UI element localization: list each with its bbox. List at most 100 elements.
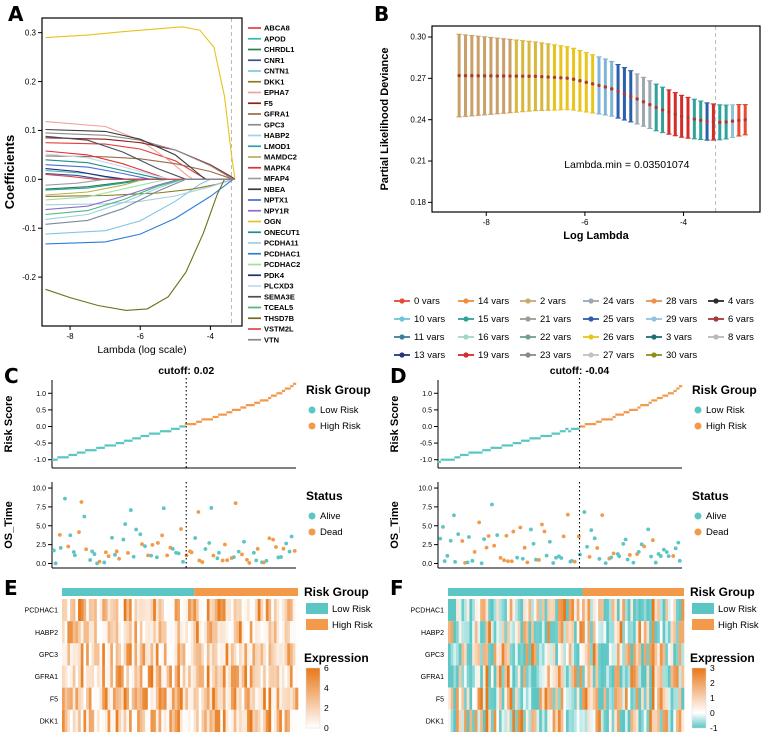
svg-text:PCDHAC1: PCDHAC1 — [264, 249, 300, 258]
svg-text:THSD7B: THSD7B — [264, 314, 295, 323]
svg-text:Dead: Dead — [706, 527, 729, 538]
svg-text:-0.2: -0.2 — [22, 273, 36, 282]
svg-text:PCDHAC1: PCDHAC1 — [25, 608, 59, 615]
svg-text:PLCXD3: PLCXD3 — [264, 282, 294, 291]
svg-text:NBEA: NBEA — [264, 185, 286, 194]
svg-text:0.2: 0.2 — [25, 77, 37, 86]
svg-text:MFAP4: MFAP4 — [264, 174, 290, 183]
svg-text:HABP2: HABP2 — [421, 630, 444, 637]
svg-text:0.5: 0.5 — [422, 407, 432, 414]
svg-text:-6: -6 — [581, 218, 589, 227]
svg-text:Expression: Expression — [304, 651, 369, 665]
svg-text:GFRA1: GFRA1 — [421, 674, 444, 681]
gene-path-PCDHAC2 — [45, 178, 235, 201]
svg-text:2.5: 2.5 — [36, 542, 46, 549]
svg-text:LMOD1: LMOD1 — [264, 142, 290, 151]
gene-path-OGN — [45, 26, 236, 180]
svg-text:-1.0: -1.0 — [34, 457, 46, 464]
svg-text:High Risk: High Risk — [718, 620, 759, 631]
svg-text:-1: -1 — [710, 723, 718, 733]
svg-text:High Risk: High Risk — [320, 421, 361, 432]
lasso-coefficient-plot: -0.2 -0.1 0.0 0.1 0.2 0.3 -8 -6 -4 Coefficients La… — [2, 17, 300, 356]
svg-text:26 vars: 26 vars — [603, 332, 634, 343]
svg-text:F5: F5 — [50, 696, 58, 703]
svg-text:OS_Time: OS_Time — [3, 501, 15, 549]
svg-text:22 vars: 22 vars — [540, 332, 571, 343]
svg-text:0.3: 0.3 — [25, 28, 37, 37]
svg-text:0.30: 0.30 — [410, 33, 426, 42]
svg-text:Dead: Dead — [320, 527, 343, 538]
svg-text:NPTX1: NPTX1 — [264, 196, 288, 205]
svg-text:25 vars: 25 vars — [603, 314, 634, 325]
svg-text:Status: Status — [306, 489, 343, 503]
risk-panel-d: -1.0 -0.5 0.0 0.5 1.0 0.0 2.5 5.0 7.5 10.0 cutoff:… — [389, 365, 757, 569]
svg-text:Low Risk: Low Risk — [706, 405, 745, 416]
panel-c-label: C — [4, 364, 19, 388]
svg-text:CNTN1: CNTN1 — [264, 67, 289, 76]
svg-text:Risk Score: Risk Score — [389, 396, 401, 453]
svg-text:HABP2: HABP2 — [264, 131, 289, 140]
svg-text:MAPK4: MAPK4 — [264, 163, 291, 172]
svg-text:23 vars: 23 vars — [540, 350, 571, 361]
svg-text:High Risk: High Risk — [332, 620, 373, 631]
svg-text:5.0: 5.0 — [422, 523, 432, 530]
annotation-bar-low — [448, 588, 583, 596]
svg-text:28 vars: 28 vars — [666, 296, 697, 307]
svg-text:HABP2: HABP2 — [35, 630, 58, 637]
svg-text:CHRDL1: CHRDL1 — [264, 45, 294, 54]
svg-text:2: 2 — [710, 678, 715, 688]
svg-text:PDK4: PDK4 — [264, 271, 285, 280]
svg-text:-0.5: -0.5 — [420, 441, 432, 448]
svg-text:Low Risk: Low Risk — [332, 604, 371, 615]
svg-text:5.0: 5.0 — [36, 523, 46, 530]
svg-text:OS_Time: OS_Time — [389, 501, 401, 549]
svg-text:14 vars: 14 vars — [478, 296, 509, 307]
svg-text:EPHA7: EPHA7 — [264, 88, 289, 97]
svg-text:24 vars: 24 vars — [603, 296, 634, 307]
svg-text:CNR1: CNR1 — [264, 56, 284, 65]
svg-text:VTN: VTN — [264, 335, 279, 344]
svg-text:GPC3: GPC3 — [39, 652, 58, 659]
svg-text:19 vars: 19 vars — [478, 350, 509, 361]
svg-text:DKK1: DKK1 — [426, 718, 444, 725]
svg-text:29 vars: 29 vars — [666, 314, 697, 325]
svg-text:VSTM2L: VSTM2L — [264, 325, 294, 334]
svg-text:2.5: 2.5 — [422, 542, 432, 549]
svg-text:F5: F5 — [264, 99, 273, 108]
heatmap-panel-f: PCDHAC1 HABP2 GPC3 GFRA1 F5 DKK1 Risk Group Low… — [411, 585, 759, 733]
gene-path-GFRA1 — [45, 155, 235, 180]
svg-text:APOD: APOD — [264, 34, 286, 43]
svg-text:1: 1 — [710, 693, 715, 703]
svg-text:0.21: 0.21 — [410, 157, 426, 166]
svg-text:13 vars: 13 vars — [414, 350, 445, 361]
svg-text:SEMA3E: SEMA3E — [264, 292, 295, 301]
svg-text:-0.1: -0.1 — [22, 224, 36, 233]
panel-b-label: B — [374, 2, 390, 26]
annotation-bar-low — [62, 588, 195, 596]
svg-text:0.24: 0.24 — [410, 115, 426, 124]
svg-text:-4: -4 — [207, 332, 215, 341]
svg-text:21 vars: 21 vars — [540, 314, 571, 325]
svg-text:OGN: OGN — [264, 217, 281, 226]
svg-text:8 vars: 8 vars — [728, 332, 754, 343]
svg-text:-8: -8 — [483, 218, 491, 227]
svg-text:Lambda.min = 0.03501074: Lambda.min = 0.03501074 — [564, 159, 689, 171]
annotation-bar-high — [194, 588, 298, 596]
annotation-bar-high — [582, 588, 684, 596]
svg-text:GFRA1: GFRA1 — [35, 674, 58, 681]
svg-text:11 vars: 11 vars — [414, 332, 445, 343]
svg-text:7.5: 7.5 — [36, 504, 46, 511]
svg-text:cutoff: 0.02: cutoff: 0.02 — [158, 365, 214, 377]
svg-text:GPC3: GPC3 — [264, 120, 284, 129]
svg-text:0.5: 0.5 — [36, 407, 46, 414]
svg-text:F5: F5 — [436, 696, 444, 703]
svg-text:High Risk: High Risk — [706, 421, 747, 432]
svg-text:ONECUT1: ONECUT1 — [264, 228, 300, 237]
svg-text:Partial Likelihood Deviance: Partial Likelihood Deviance — [379, 47, 391, 190]
svg-text:27 vars: 27 vars — [603, 350, 634, 361]
svg-text:3: 3 — [710, 663, 715, 673]
gene-path-VTN — [45, 178, 235, 225]
svg-text:ABCA8: ABCA8 — [264, 24, 290, 33]
svg-text:0.0: 0.0 — [422, 424, 432, 431]
svg-text:-6: -6 — [137, 332, 145, 341]
